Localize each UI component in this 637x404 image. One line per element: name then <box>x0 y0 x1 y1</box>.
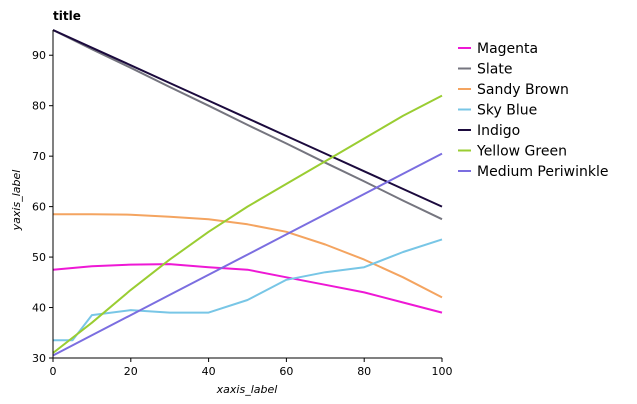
series-line-magenta <box>52 263 443 314</box>
series-line-slate <box>52 29 443 221</box>
x-tick-label: 20 <box>124 365 138 378</box>
plot-area <box>52 29 443 357</box>
legend-label-slate: Slate <box>477 62 512 78</box>
x-tick-label: 80 <box>357 365 371 378</box>
y-tick-label: 40 <box>32 302 46 315</box>
y-tick-label: 60 <box>32 201 46 214</box>
y-axis-title: yaxis_label <box>10 170 23 232</box>
series-line-medium-periwinkle <box>52 152 443 357</box>
axes: 0 20 40 60 80 100 30 40 50 60 70 80 90 <box>32 30 453 378</box>
series-line-yellow-green <box>52 94 443 354</box>
legend-label-magenta: Magenta <box>477 41 538 57</box>
x-tick-label: 40 <box>202 365 216 378</box>
legend-label-medium-periwinkle: Medium Periwinkle <box>477 164 608 180</box>
x-tick-label: 60 <box>279 365 293 378</box>
legend-label-indigo: Indigo <box>477 123 520 139</box>
y-tick-label: 30 <box>32 352 46 365</box>
y-tick-label: 80 <box>32 100 46 113</box>
y-tick-label: 70 <box>32 150 46 163</box>
x-tick-label: 0 <box>50 365 57 378</box>
series-line-indigo <box>52 29 443 208</box>
y-tick-label: 90 <box>32 49 46 62</box>
legend-label-sandy-brown: Sandy Brown <box>477 82 569 98</box>
chart-title: title <box>53 9 81 23</box>
legend-label-sky-blue: Sky Blue <box>477 103 537 119</box>
x-axis-title: xaxis_label <box>216 383 278 396</box>
series-line-sky-blue <box>53 238 443 342</box>
legend: Magenta Slate Sandy Brown Sky Blue Indigo Yel… <box>458 41 608 180</box>
x-tick-label: 100 <box>432 365 453 378</box>
y-tick-label: 50 <box>32 251 46 264</box>
series-line-sandy-brown <box>53 213 443 299</box>
legend-label-yellow-green: Yellow Green <box>476 144 567 160</box>
